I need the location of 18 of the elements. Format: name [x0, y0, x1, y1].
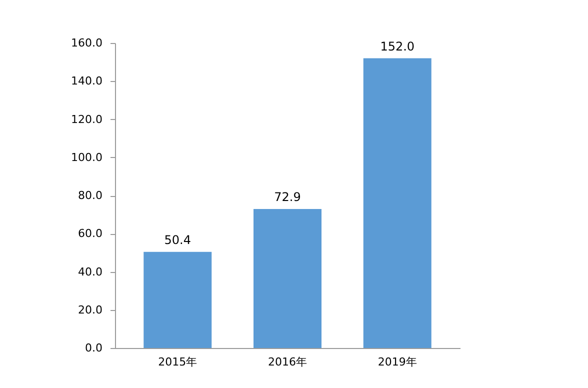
data-label: 72.9 [274, 190, 301, 204]
y-tick-label: 40.0 [78, 265, 102, 278]
bar [363, 58, 432, 348]
bar [254, 209, 322, 348]
data-label: 152.0 [380, 39, 415, 54]
bar [144, 252, 212, 348]
x-tick-label: 2019年 [378, 356, 417, 368]
y-tick-label: 60.0 [78, 227, 102, 240]
x-tick-label: 2016年 [268, 356, 307, 368]
y-tick-label: 100.0 [71, 150, 102, 164]
y-tick-label: 160.0 [71, 36, 102, 50]
y-tick-label: 0.0 [85, 342, 102, 354]
y-tick-label: 20.0 [78, 303, 102, 316]
y-tick-label: 140.0 [71, 74, 102, 88]
y-tick-label: 80.0 [78, 189, 102, 202]
data-label: 50.4 [164, 232, 191, 247]
x-tick-label: 2015年 [158, 356, 198, 368]
y-tick-label: 120.0 [71, 112, 102, 126]
